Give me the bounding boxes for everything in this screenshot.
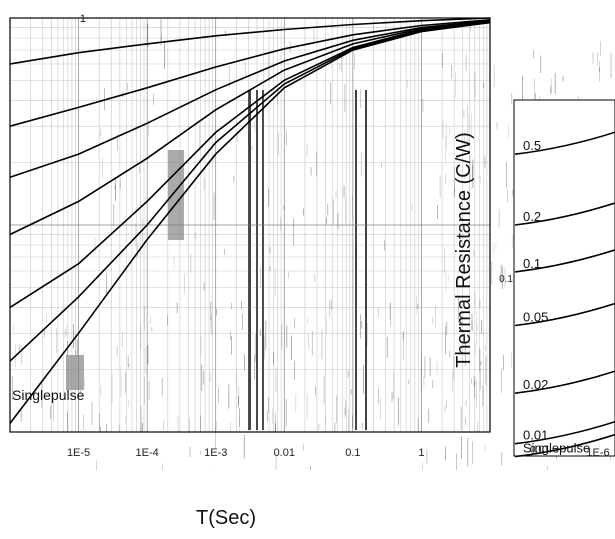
inset-y-axis-label: Thermal Resistance (C/W) bbox=[453, 132, 475, 368]
series-line-singlepulse bbox=[9, 21, 491, 424]
scan-block bbox=[168, 150, 184, 240]
inset-series-label: Singlepulse bbox=[523, 441, 590, 456]
inset-series-label: 0.5 bbox=[523, 138, 541, 153]
scan-bar bbox=[262, 90, 264, 430]
inset-series-label: 0.2 bbox=[523, 209, 541, 224]
inset-y-tick-label: 0.01 bbox=[530, 445, 550, 456]
inset-series-line bbox=[514, 370, 615, 394]
inset-series-line bbox=[514, 202, 615, 226]
inset-series-line bbox=[514, 131, 615, 155]
series-line-0-02 bbox=[9, 20, 491, 309]
x-tick-label: 1E-3 bbox=[204, 447, 227, 459]
x-axis-label: T(Sec) bbox=[196, 507, 256, 529]
series-line-0-01 bbox=[9, 21, 491, 362]
x-tick-label: 1E-4 bbox=[136, 447, 159, 459]
inset-series-line bbox=[514, 249, 615, 273]
scan-bar bbox=[248, 90, 251, 430]
series-line-0-05 bbox=[9, 20, 491, 236]
series-line-0-5 bbox=[9, 17, 491, 65]
inset-x-tick-label: 1E-6 bbox=[586, 447, 609, 459]
y-tick-label: 1 bbox=[80, 13, 86, 25]
inset-series-line bbox=[514, 420, 615, 445]
x-tick-label: 0.01 bbox=[274, 447, 295, 459]
inset-frame bbox=[513, 99, 615, 457]
series-line-0-2 bbox=[9, 19, 491, 127]
scan-bar bbox=[365, 90, 367, 430]
inset-series-label: 0.01 bbox=[523, 428, 548, 443]
x-tick-label: 1E-5 bbox=[67, 447, 90, 459]
scan-bar bbox=[256, 90, 258, 430]
single-pulse-annotation: Singlepulse bbox=[12, 387, 85, 403]
inset-series-line bbox=[514, 433, 615, 458]
x-tick-label: 0.1 bbox=[345, 447, 360, 459]
inset-y-tick-label: 0.1 bbox=[499, 274, 513, 285]
plot-frame bbox=[9, 17, 491, 433]
scan-block bbox=[66, 355, 84, 390]
scan-bar bbox=[355, 90, 357, 430]
inset-series-line bbox=[514, 302, 615, 327]
series-line-0-1 bbox=[9, 19, 491, 179]
inset-series-label: 0.1 bbox=[523, 256, 541, 271]
x-tick-label: 1 bbox=[418, 447, 424, 459]
inset-series-label: 0.05 bbox=[523, 310, 548, 325]
inset-series-label: 0.02 bbox=[523, 377, 548, 392]
